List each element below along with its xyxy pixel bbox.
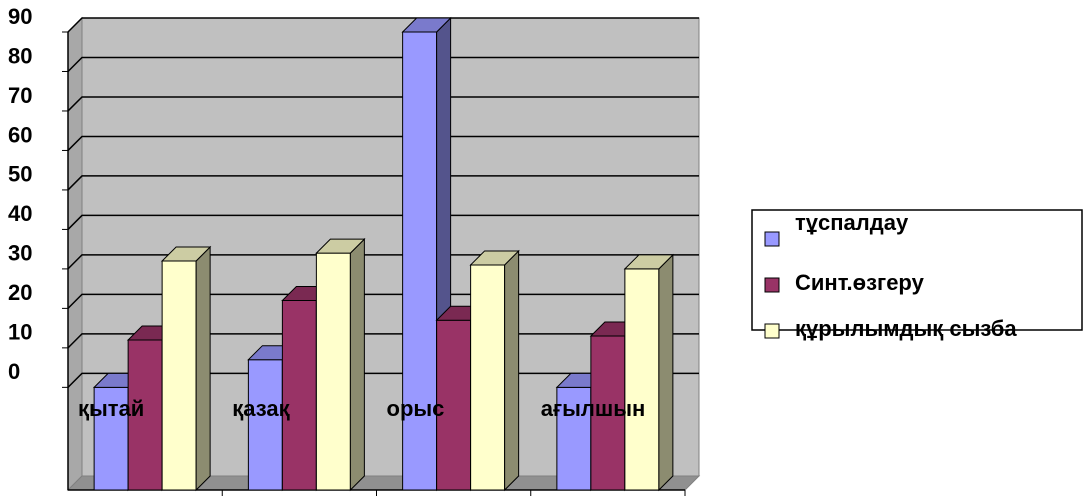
bar bbox=[315, 237, 366, 492]
bar-front bbox=[402, 31, 438, 491]
bar bbox=[469, 249, 520, 492]
grid-line bbox=[67, 175, 699, 191]
bar-top bbox=[401, 17, 452, 33]
bar-front bbox=[590, 335, 626, 491]
y-tick-label: 0 bbox=[8, 359, 20, 384]
y-tick-label: 40 bbox=[8, 201, 32, 226]
legend-label: құрылымдық сызба bbox=[795, 316, 1017, 341]
bar-top bbox=[315, 238, 366, 254]
bar bbox=[401, 16, 452, 492]
bar-side bbox=[195, 245, 211, 492]
grid-line bbox=[67, 56, 699, 73]
y-tick-label: 20 bbox=[8, 280, 32, 305]
y-tick-label: 80 bbox=[8, 43, 32, 68]
bar-front bbox=[470, 264, 506, 491]
grid-line bbox=[67, 17, 699, 33]
bar-side bbox=[658, 253, 674, 492]
y-tick-label: 90 bbox=[8, 4, 32, 29]
bar-front bbox=[161, 260, 197, 491]
grid-line bbox=[67, 135, 699, 151]
bar-front bbox=[556, 386, 592, 491]
x-tick-label: ағылшын bbox=[541, 396, 646, 421]
legend: тұспалдау Синт.өзгеру құрылымдық сызба bbox=[751, 209, 1083, 341]
y-tick-label: 50 bbox=[8, 162, 32, 187]
bar-side bbox=[349, 237, 365, 492]
x-tick-label: қазақ bbox=[232, 396, 290, 421]
bar-front bbox=[315, 252, 351, 491]
grid-line bbox=[67, 96, 699, 112]
y-tick-label: 70 bbox=[8, 83, 32, 108]
legend-box bbox=[751, 209, 1083, 331]
legend-swatch bbox=[764, 231, 780, 247]
bar bbox=[623, 253, 675, 492]
legend-label: Синт.өзгеру bbox=[795, 270, 925, 295]
legend-swatch bbox=[764, 277, 780, 293]
legend-label: тұспалдау bbox=[795, 210, 909, 235]
x-tick-label: орыс bbox=[387, 396, 445, 421]
y-tick-label: 60 bbox=[8, 122, 32, 147]
bar-front bbox=[624, 268, 660, 491]
y-tick-label: 30 bbox=[8, 241, 32, 266]
grid-line bbox=[67, 214, 699, 230]
bar bbox=[160, 245, 212, 492]
bar-side bbox=[504, 249, 520, 492]
x-tick-label: қытай bbox=[78, 396, 144, 421]
legend-swatch bbox=[764, 323, 780, 339]
bar-top bbox=[469, 250, 520, 266]
bar-top bbox=[623, 254, 675, 270]
bar-top bbox=[160, 246, 212, 262]
y-tick-label: 10 bbox=[8, 320, 32, 345]
bar-front bbox=[281, 299, 317, 491]
bar-front bbox=[247, 359, 283, 491]
